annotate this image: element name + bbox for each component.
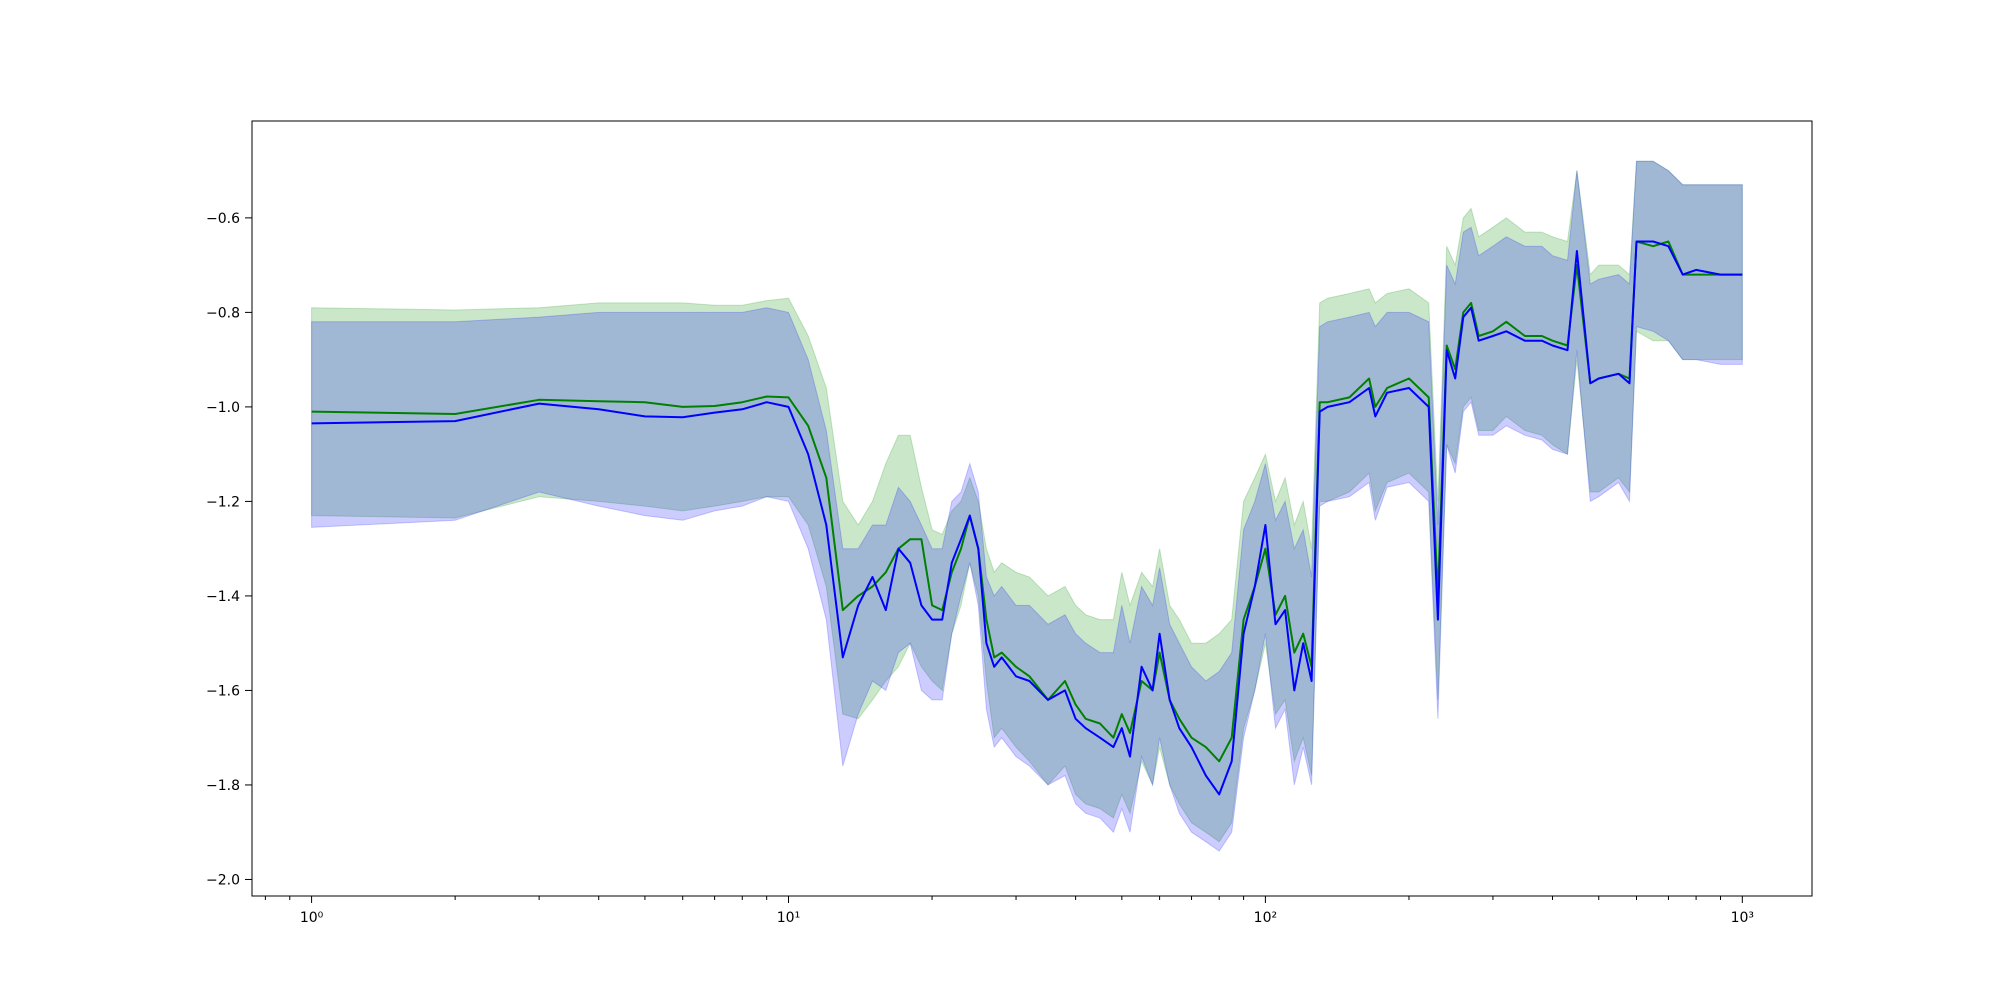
plot-frame	[251, 120, 1813, 897]
y-axis: −2.0 −1.8 −1.6 −1.4 −1.2 −1.0 −0.8 −0.6	[206, 211, 252, 888]
x-tick-label: 10¹	[777, 910, 800, 926]
y-tick-label: −1.0	[206, 400, 240, 416]
y-tick-label: −1.8	[206, 778, 240, 794]
series-2-line	[311, 240, 1743, 796]
x-tick-label: 10³	[1731, 910, 1754, 926]
series-lines	[311, 240, 1743, 796]
y-tick-label: −2.0	[206, 872, 240, 888]
series-2-band	[311, 160, 1743, 852]
series-1-line	[311, 240, 1743, 763]
confidence-bands	[311, 160, 1743, 852]
y-tick-label: −0.8	[206, 305, 240, 321]
x-axis: 10⁰ 10¹ 10² 10³	[264, 896, 1754, 926]
y-tick-label: −1.2	[206, 494, 240, 510]
y-tick-label: −1.4	[206, 589, 240, 605]
x-tick-label: 10²	[1254, 910, 1277, 926]
series-1-band	[311, 160, 1743, 843]
y-tick-label: −1.6	[206, 683, 240, 699]
y-tick-label: −0.6	[206, 211, 240, 227]
x-tick-label: 10⁰	[300, 910, 324, 926]
